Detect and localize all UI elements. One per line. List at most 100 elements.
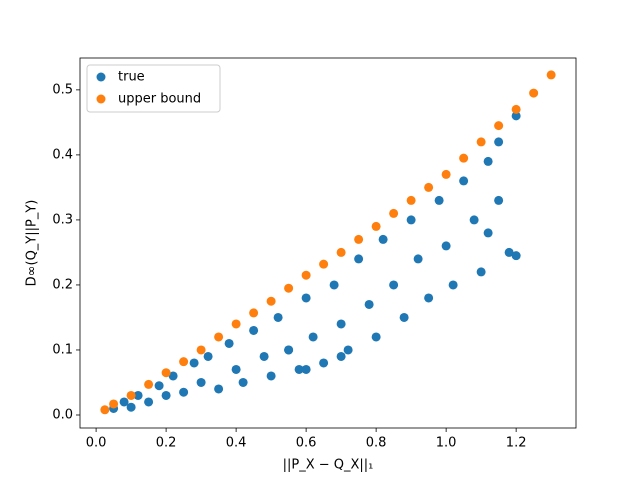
x-tick-label: 0.2 (156, 436, 177, 451)
point (424, 293, 434, 303)
legend-marker (96, 72, 106, 82)
x-tick-label: 1.0 (436, 436, 457, 451)
point (343, 345, 353, 355)
legend-label: upper bound (118, 92, 201, 107)
point (168, 371, 178, 381)
point (284, 345, 294, 355)
y-tick-label: 0.4 (52, 147, 73, 162)
point (319, 358, 329, 368)
point (249, 325, 259, 335)
point (161, 368, 171, 378)
point (389, 208, 399, 218)
point (483, 228, 493, 238)
point (448, 280, 458, 290)
point (179, 387, 189, 397)
point (259, 351, 269, 361)
point (354, 234, 364, 244)
point (196, 345, 206, 355)
point (249, 308, 259, 318)
point (364, 299, 374, 309)
point (371, 221, 381, 231)
point (294, 364, 304, 374)
point (371, 332, 381, 342)
point (441, 169, 451, 179)
point (126, 402, 136, 412)
point (494, 137, 504, 147)
x-tick-label: 0.4 (226, 436, 247, 451)
point (133, 390, 143, 400)
point (266, 371, 276, 381)
point (109, 399, 119, 409)
point (434, 195, 444, 205)
axes-frame (79, 57, 577, 429)
point (476, 267, 486, 277)
point (504, 247, 514, 257)
point (308, 332, 318, 342)
point (126, 390, 136, 400)
y-tick-label: 0.3 (52, 212, 73, 227)
point (144, 379, 154, 389)
x-tick-label: 0.0 (86, 436, 107, 451)
point (441, 241, 451, 251)
legend-marker (96, 94, 106, 104)
point (469, 215, 479, 225)
point (406, 215, 416, 225)
x-tick-label: 0.8 (366, 436, 387, 451)
point (354, 254, 364, 264)
x-tick-label: 0.6 (296, 436, 317, 451)
point (459, 153, 469, 163)
point (319, 259, 329, 269)
point (144, 397, 154, 407)
point (301, 293, 311, 303)
legend-label: true (118, 70, 145, 85)
point (336, 319, 346, 329)
point (511, 251, 521, 261)
point (329, 280, 339, 290)
point (301, 364, 311, 374)
point (546, 70, 556, 80)
point (399, 312, 409, 322)
point (336, 247, 346, 257)
point (189, 358, 199, 368)
point (238, 377, 248, 387)
point (494, 195, 504, 205)
point (203, 351, 213, 361)
y-tick-label: 0.2 (52, 277, 73, 292)
point (100, 405, 110, 415)
point (406, 195, 416, 205)
point (196, 377, 206, 387)
y-tick-label: 0.1 (52, 342, 73, 357)
point (179, 357, 189, 367)
point (529, 88, 539, 98)
y-tick-label: 0.0 (52, 407, 73, 422)
point (301, 270, 311, 280)
point (336, 351, 346, 361)
point (476, 137, 486, 147)
point (154, 381, 164, 391)
point (511, 104, 521, 114)
point (161, 390, 171, 400)
point (224, 338, 234, 348)
x-tick-label: 1.2 (506, 436, 527, 451)
point (459, 176, 469, 186)
legend-box (86, 64, 221, 113)
point (424, 182, 434, 192)
point (231, 319, 241, 329)
point (413, 254, 423, 264)
point (494, 121, 504, 131)
point (483, 156, 493, 166)
point (511, 111, 521, 121)
point (119, 397, 129, 407)
point (284, 283, 294, 293)
point (378, 234, 388, 244)
y-axis-label: D∞(Q_Y||P_Y) (25, 200, 40, 287)
point (266, 296, 276, 306)
point (214, 332, 224, 342)
x-axis-label: ||P_X − Q_X||₁ (283, 458, 374, 473)
point (214, 384, 224, 394)
point (231, 364, 241, 374)
point (389, 280, 399, 290)
point (273, 312, 283, 322)
y-tick-label: 0.5 (52, 82, 73, 97)
